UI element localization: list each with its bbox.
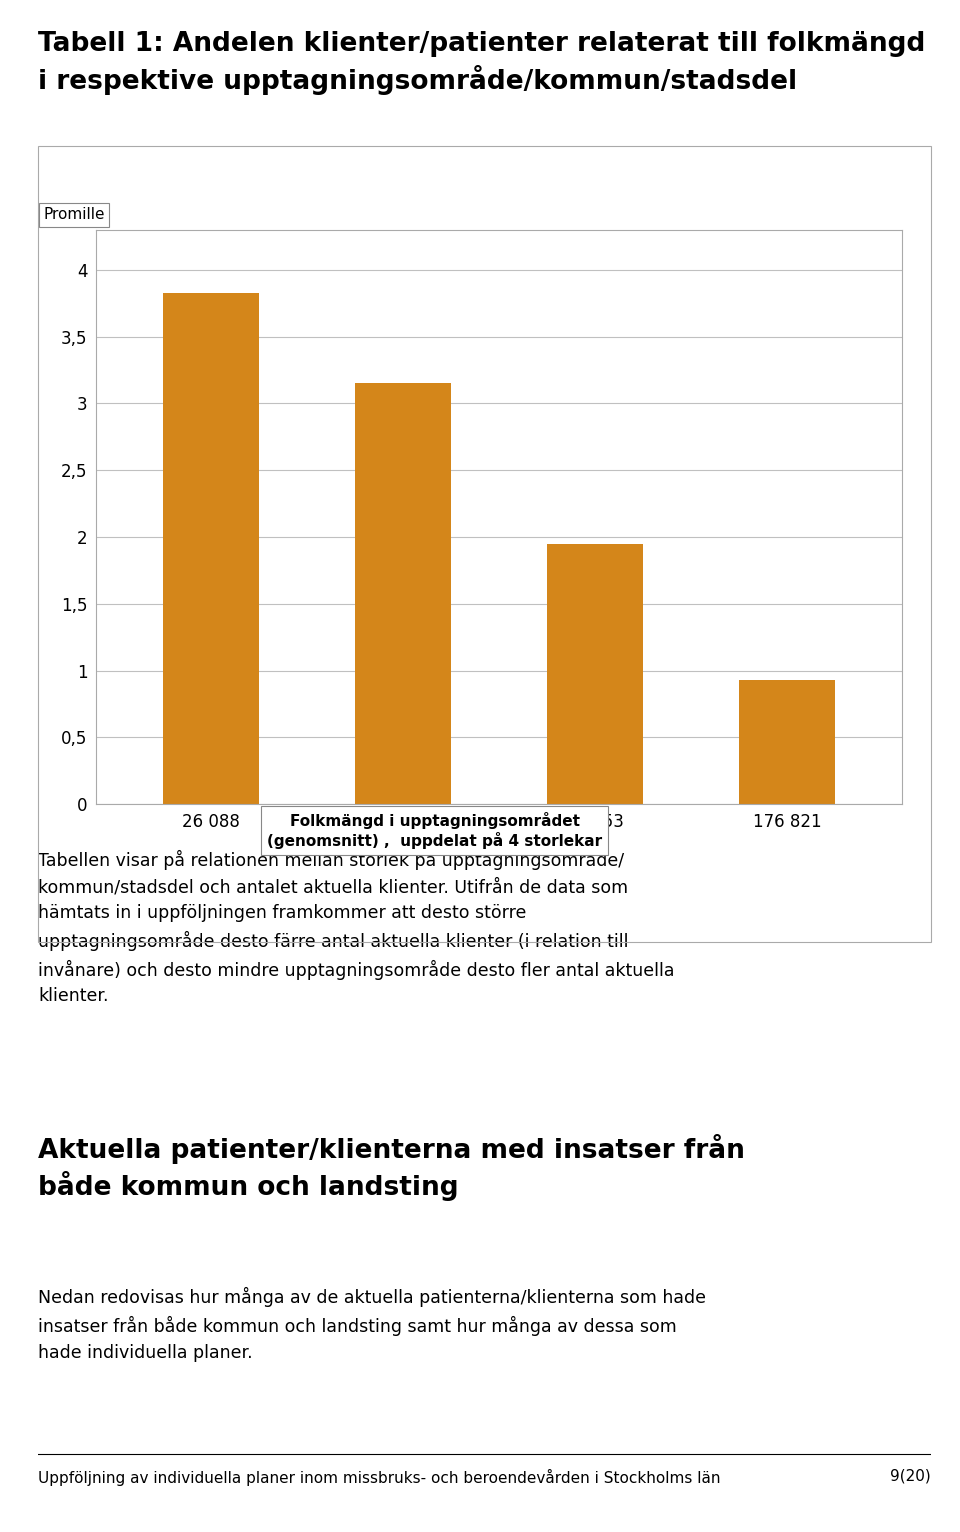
Bar: [547, 544, 643, 804]
Text: Aktuella patienter/klienterna med insatser från
både kommun och landsting: Aktuella patienter/klienterna med insats…: [38, 1134, 745, 1201]
Text: Promille: Promille: [43, 207, 105, 222]
Text: Uppföljning av individuella planer inom missbruks- och beroendevården i Stockhol: Uppföljning av individuella planer inom …: [38, 1469, 721, 1486]
Text: Tabell 1: Andelen klienter/patienter relaterat till folkmängd
i respektive uppta: Tabell 1: Andelen klienter/patienter rel…: [38, 31, 925, 95]
Bar: [355, 383, 451, 804]
Text: Nedan redovisas hur många av de aktuella patienterna/klienterna som hade
insatse: Nedan redovisas hur många av de aktuella…: [38, 1287, 707, 1362]
Text: Tabellen visar på relationen mellan storlek på upptagningsområde/
kommun/stadsde: Tabellen visar på relationen mellan stor…: [38, 850, 675, 1005]
Text: 9(20): 9(20): [891, 1469, 931, 1485]
Bar: [739, 680, 835, 804]
Text: Folkmängd i upptagningsområdet
(genomsnitt) ,  uppdelat på 4 storlekar: Folkmängd i upptagningsområdet (genomsni…: [267, 812, 602, 849]
Bar: [163, 293, 259, 804]
